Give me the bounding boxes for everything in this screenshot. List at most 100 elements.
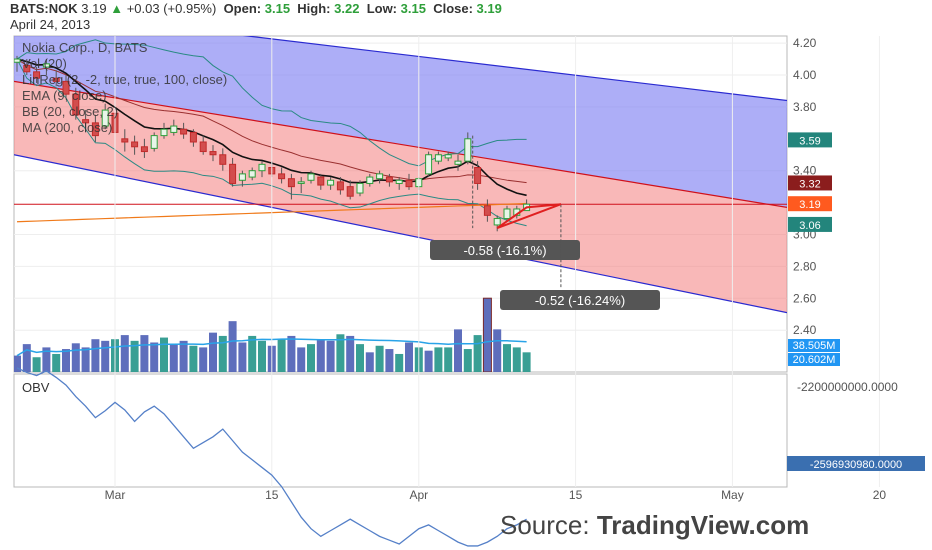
- candle-body: [454, 160, 462, 165]
- price-tick-label: 3.80: [793, 100, 817, 114]
- time-tick-label: Mar: [105, 488, 126, 502]
- candle-body: [287, 178, 295, 188]
- symbol: BATS:NOK: [10, 1, 78, 16]
- close-value: 3.19: [476, 1, 502, 16]
- candle-body: [503, 208, 511, 220]
- time-tick-label: Apr: [409, 488, 428, 502]
- volume-badge-label: 38.505M: [793, 340, 836, 352]
- legend-entry: Nokia Corp., D, BATS: [22, 40, 148, 55]
- price-badge: [788, 175, 832, 191]
- volume-bar: [424, 350, 433, 372]
- high-value: 3.22: [334, 1, 360, 16]
- measure-label-box: [500, 290, 660, 310]
- candle-body: [327, 179, 335, 186]
- time-tick-label: 15: [265, 488, 279, 502]
- quote-line: BATS:NOK 3.19 ▲ +0.03 (+0.95%) Open: 3.1…: [10, 1, 502, 17]
- legend-entry: LinReg (2, -2, true, true, 100, close): [22, 72, 227, 87]
- legend-entry: BB (20, close, 2): [22, 104, 118, 119]
- candle-body: [317, 176, 325, 186]
- candle-body: [444, 154, 452, 159]
- candle-body: [42, 63, 50, 68]
- price-badge: [788, 132, 832, 148]
- candle-body: [376, 173, 384, 180]
- candle-body: [23, 64, 31, 73]
- volume-bar: [336, 334, 345, 372]
- candle-body: [434, 154, 442, 162]
- volume-badge: [788, 339, 840, 352]
- candle-body: [199, 141, 207, 153]
- change-value: +0.03 (+0.95%): [126, 1, 217, 16]
- volume-bar: [375, 345, 384, 372]
- candle-body: [278, 173, 286, 180]
- measure-label: -0.58 (-16.1%): [463, 243, 546, 258]
- volume-bar: [463, 349, 472, 372]
- price-tick-label: 4.00: [793, 68, 817, 82]
- volume-bar: [356, 344, 364, 372]
- candle-body: [229, 163, 237, 184]
- volume-bar: [150, 342, 159, 372]
- volume-badge: [788, 353, 840, 366]
- volume-bar: [14, 355, 21, 372]
- quote-header: BATS:NOK 3.19 ▲ +0.03 (+0.95%) Open: 3.1…: [10, 1, 502, 33]
- volume-bar: [189, 345, 198, 372]
- volume-bar: [22, 344, 31, 372]
- volume-bar: [120, 335, 129, 372]
- volume-bar: [454, 329, 462, 372]
- high-label: High:: [297, 1, 331, 16]
- low-value: 3.15: [400, 1, 426, 16]
- measure-label-box: [430, 240, 580, 260]
- candle-body: [297, 181, 305, 184]
- obv-badge-label: -2596930980.0000: [810, 459, 902, 471]
- volume-bar: [228, 321, 237, 372]
- regression-upper-line: [242, 36, 787, 102]
- volume-bar: [140, 335, 149, 372]
- time-tick-label: May: [721, 488, 744, 502]
- price-badge: [788, 216, 832, 232]
- source-brand: TradingView.com: [596, 510, 810, 540]
- volume-bar: [258, 340, 266, 372]
- volume-bar: [71, 343, 80, 372]
- obv-tick-label: -2200000000.0000: [797, 380, 898, 394]
- price-tick-label: 2.60: [793, 291, 817, 305]
- source-prefix: Source:: [500, 510, 597, 540]
- candle-body: [150, 135, 158, 149]
- candle-body: [72, 93, 80, 116]
- volume-bar: [238, 342, 247, 372]
- candle-body: [258, 163, 266, 172]
- candle-body: [493, 218, 501, 226]
- volume-bar: [385, 349, 394, 372]
- obv-line: [16, 367, 527, 547]
- candle-body: [248, 170, 256, 178]
- candle-body: [307, 173, 315, 181]
- candle-body: [356, 182, 364, 194]
- candle-body: [91, 122, 99, 137]
- candle-body: [209, 151, 217, 156]
- candle-body: [52, 77, 60, 82]
- regression-upper-band: [14, 36, 787, 208]
- regression-lower-line: [14, 154, 787, 314]
- candle-body: [474, 167, 482, 184]
- candle-body: [160, 128, 168, 137]
- candle-body: [140, 146, 148, 153]
- volume-bar: [130, 340, 139, 372]
- price-layer: [14, 36, 787, 372]
- candle-body: [219, 154, 227, 165]
- volume-bar: [218, 335, 227, 372]
- volume-bar: [444, 347, 453, 372]
- regression-mid-line: [14, 80, 787, 208]
- volume-bar: [199, 347, 208, 372]
- volume-bar: [405, 342, 413, 372]
- candle-body: [101, 109, 109, 127]
- open-label: Open:: [223, 1, 262, 16]
- measure-label: -0.52 (-16.24%): [535, 293, 625, 308]
- legend-entry: EMA (9, close): [22, 88, 107, 103]
- volume-bar: [307, 344, 315, 372]
- price-tick-label: 3.40: [793, 164, 817, 178]
- time-tick-label: 15: [569, 488, 583, 502]
- volume-bar: [209, 332, 217, 372]
- candle-body: [170, 125, 178, 133]
- volume-bar: [287, 335, 296, 372]
- source-credit: Source: TradingView.com: [500, 510, 809, 541]
- volume-bar: [434, 347, 443, 372]
